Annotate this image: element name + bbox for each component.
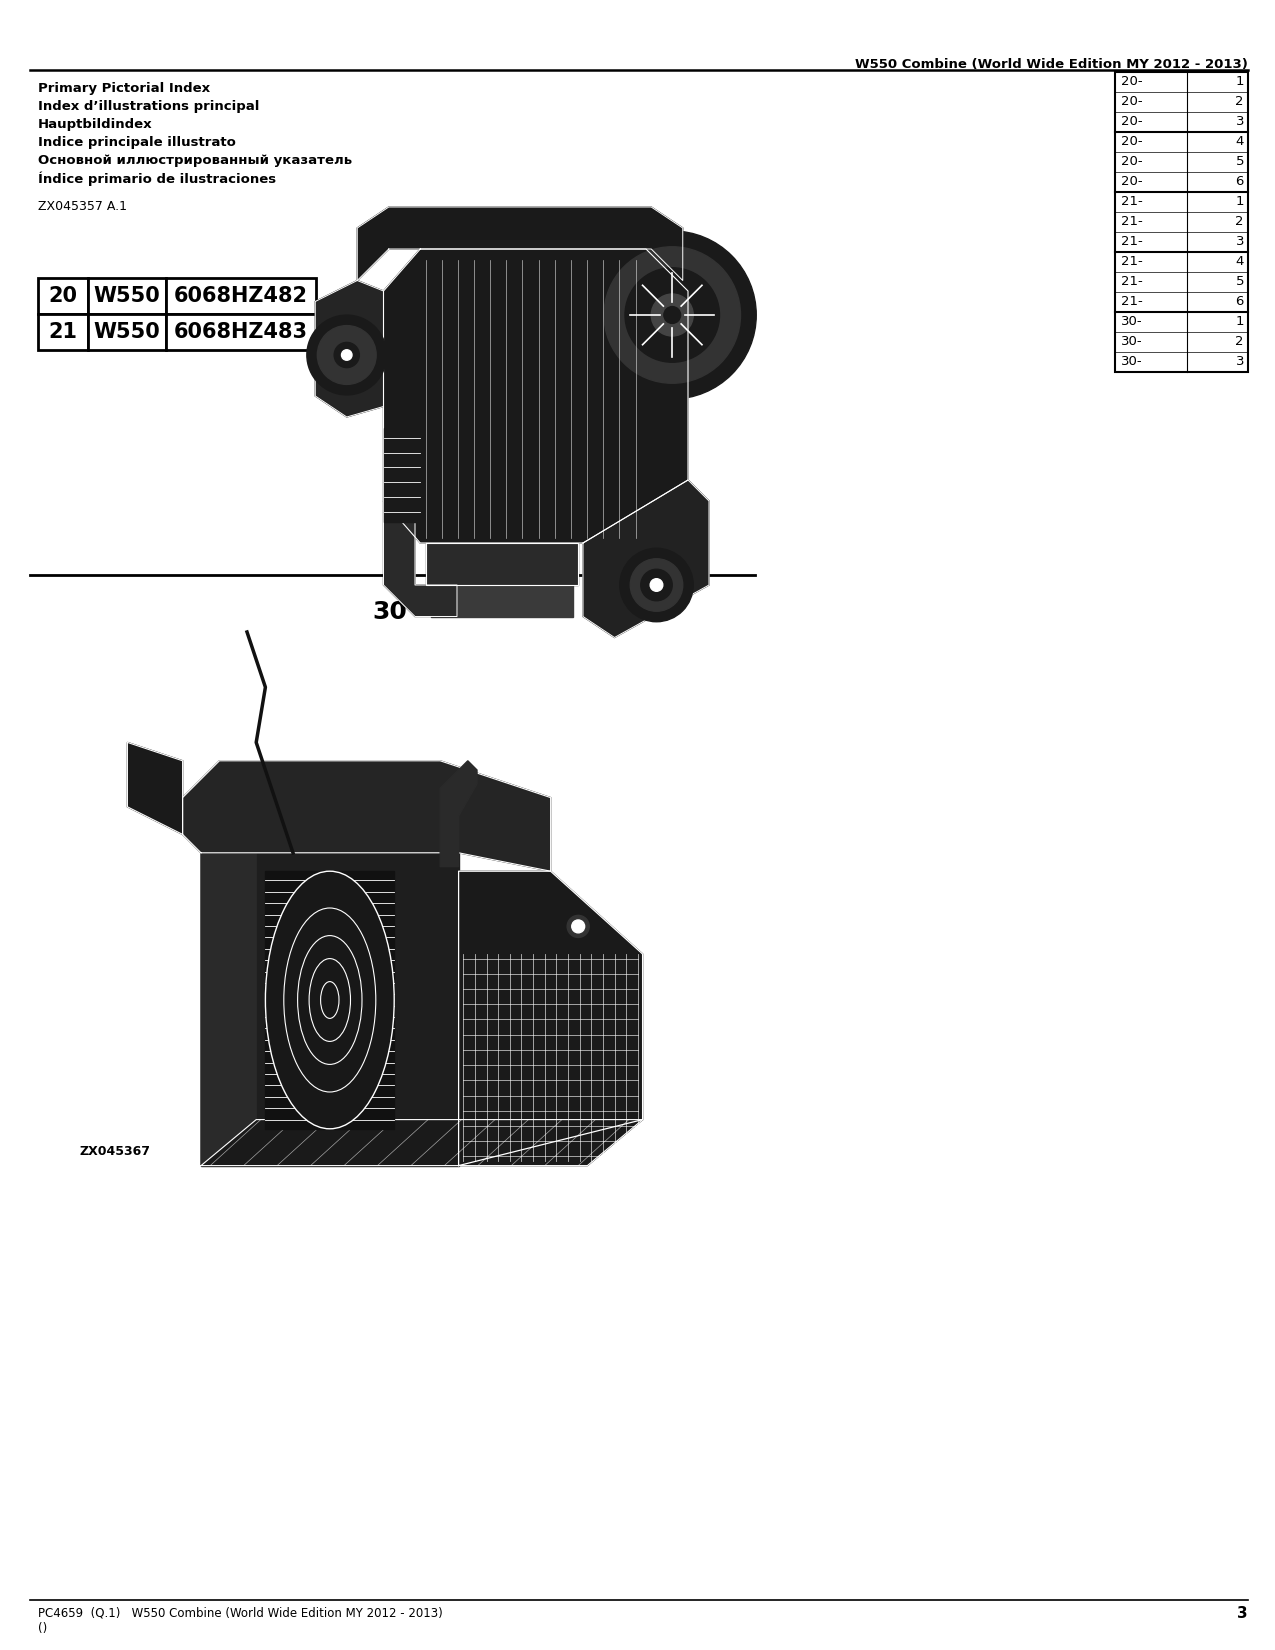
Text: 20-: 20- (1121, 96, 1142, 107)
Circle shape (625, 267, 719, 363)
Polygon shape (384, 249, 688, 543)
Text: 20-: 20- (1121, 74, 1142, 87)
Bar (88, 314, 166, 350)
Text: 21-: 21- (1121, 195, 1142, 208)
Text: Hauptbildindex: Hauptbildindex (38, 119, 153, 130)
Text: 20-: 20- (1121, 135, 1142, 148)
Circle shape (588, 231, 756, 399)
Text: 30: 30 (372, 601, 408, 624)
Polygon shape (128, 742, 182, 835)
Text: Indice principale illustrato: Indice principale illustrato (38, 135, 236, 148)
Text: 6068HZ483: 6068HZ483 (173, 322, 309, 342)
Text: 2: 2 (1235, 335, 1244, 348)
Bar (1116, 73, 1248, 371)
Circle shape (641, 569, 672, 601)
Text: 1: 1 (1235, 195, 1244, 208)
Text: 2: 2 (1235, 214, 1244, 228)
Polygon shape (384, 502, 456, 617)
Polygon shape (201, 807, 256, 1165)
Text: Index d’illustrations principal: Index d’illustrations principal (38, 101, 259, 112)
Text: W550: W550 (93, 322, 161, 342)
Text: 4: 4 (1235, 256, 1244, 267)
Text: 3: 3 (1235, 234, 1244, 248)
Text: 6: 6 (1235, 295, 1244, 309)
Text: Primary Pictorial Index: Primary Pictorial Index (38, 82, 210, 96)
Text: 30-: 30- (1121, 355, 1142, 368)
Text: 3: 3 (1237, 1605, 1248, 1620)
Circle shape (567, 916, 589, 937)
Circle shape (650, 579, 663, 591)
Polygon shape (583, 480, 709, 637)
Polygon shape (201, 853, 459, 1165)
Text: 3: 3 (1235, 116, 1244, 129)
Text: 6068HZ482: 6068HZ482 (173, 285, 309, 305)
Polygon shape (201, 1120, 643, 1165)
Text: ZX045357 A.1: ZX045357 A.1 (38, 200, 128, 213)
Text: 21-: 21- (1121, 276, 1142, 289)
Circle shape (630, 559, 682, 610)
Bar (265, 871, 394, 1129)
Text: 20-: 20- (1121, 155, 1142, 168)
Circle shape (334, 343, 360, 368)
Polygon shape (459, 871, 643, 1165)
Text: 20: 20 (48, 285, 78, 305)
Text: 4: 4 (1235, 135, 1244, 148)
Bar (166, 277, 316, 314)
Text: 21-: 21- (1121, 295, 1142, 309)
Polygon shape (384, 427, 421, 521)
Text: 21-: 21- (1121, 214, 1142, 228)
Text: 3: 3 (1235, 355, 1244, 368)
Circle shape (571, 921, 585, 932)
Text: 5: 5 (1235, 276, 1244, 289)
Circle shape (604, 248, 741, 383)
Text: 1: 1 (1235, 315, 1244, 328)
Circle shape (620, 548, 694, 622)
Circle shape (317, 325, 376, 384)
Circle shape (342, 350, 352, 360)
Text: 1: 1 (1235, 74, 1244, 87)
Bar (38, 277, 88, 314)
Text: Основной иллюстрированный указатель: Основной иллюстрированный указатель (38, 153, 352, 167)
Text: W550 Combine (World Wide Edition MY 2012 - 2013): W550 Combine (World Wide Edition MY 2012… (856, 58, 1248, 71)
Text: 21-: 21- (1121, 234, 1142, 248)
Polygon shape (182, 761, 551, 871)
Text: (): () (38, 1622, 47, 1635)
Text: 20-: 20- (1121, 175, 1142, 188)
Text: 2: 2 (1235, 96, 1244, 107)
Text: 30-: 30- (1121, 335, 1142, 348)
Ellipse shape (265, 871, 394, 1129)
Text: 30-: 30- (1121, 315, 1142, 328)
Bar (88, 277, 166, 314)
Text: 5: 5 (1235, 155, 1244, 168)
Polygon shape (440, 761, 477, 866)
Polygon shape (426, 543, 578, 586)
Polygon shape (431, 586, 572, 617)
Bar (38, 314, 88, 350)
Circle shape (652, 294, 694, 337)
Circle shape (307, 315, 386, 394)
Polygon shape (357, 206, 682, 280)
Text: 21: 21 (48, 322, 78, 342)
Text: 20-: 20- (1121, 116, 1142, 129)
Text: Índice primario de ilustraciones: Índice primario de ilustraciones (38, 172, 277, 186)
Polygon shape (315, 280, 384, 417)
Text: 21-: 21- (1121, 256, 1142, 267)
Text: ZX045367: ZX045367 (80, 1145, 150, 1158)
Text: W550: W550 (93, 285, 161, 305)
Bar (166, 314, 316, 350)
Text: 6: 6 (1235, 175, 1244, 188)
Text: PC4659  (Q.1)   W550 Combine (World Wide Edition MY 2012 - 2013): PC4659 (Q.1) W550 Combine (World Wide Ed… (38, 1605, 442, 1619)
Circle shape (664, 307, 681, 323)
